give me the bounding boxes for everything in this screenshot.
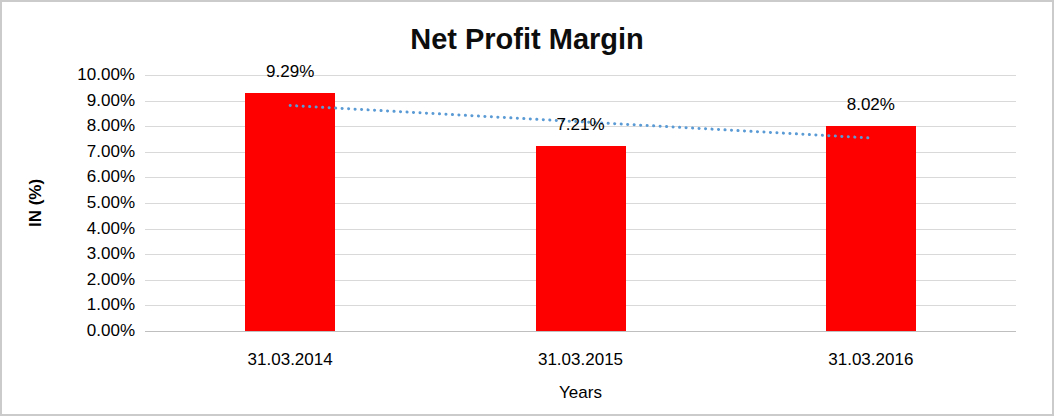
y-tick-label: 7.00% — [40, 142, 135, 162]
data-label: 9.29% — [230, 62, 350, 82]
y-tick-label: 2.00% — [40, 270, 135, 290]
y-tick-label: 9.00% — [40, 91, 135, 111]
data-label: 8.02% — [811, 95, 931, 115]
chart-title: Net Profit Margin — [2, 23, 1052, 56]
data-label: 7.21% — [521, 115, 641, 135]
y-tick-label: 5.00% — [40, 193, 135, 213]
net-profit-margin-chart: Net Profit Margin IN (%) 0.00%1.00%2.00%… — [0, 0, 1054, 416]
y-tick-label: 3.00% — [40, 244, 135, 264]
x-tick-label: 31.03.2014 — [210, 350, 370, 370]
x-tick-label: 31.03.2015 — [501, 350, 661, 370]
y-tick-label: 0.00% — [40, 321, 135, 341]
x-axis-title: Years — [145, 383, 1016, 403]
x-axis-line — [145, 331, 1016, 332]
y-tick-label: 10.00% — [40, 65, 135, 85]
y-tick-label: 8.00% — [40, 116, 135, 136]
x-tick-label: 31.03.2016 — [791, 350, 951, 370]
y-tick-label: 1.00% — [40, 295, 135, 315]
y-tick-label: 6.00% — [40, 167, 135, 187]
y-tick-label: 4.00% — [40, 219, 135, 239]
